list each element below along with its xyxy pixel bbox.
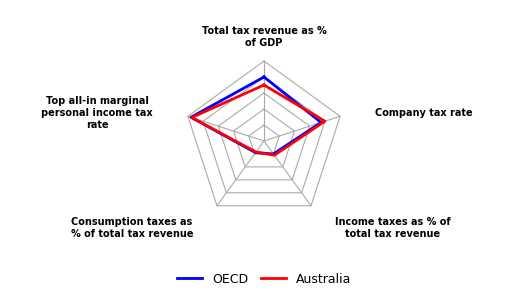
- Text: Top all-in marginal
personal income tax
rate: Top all-in marginal personal income tax …: [41, 97, 153, 130]
- Text: Consumption taxes as
% of total tax revenue: Consumption taxes as % of total tax reve…: [71, 217, 193, 239]
- Text: Total tax revenue as %
of GDP: Total tax revenue as % of GDP: [202, 26, 326, 48]
- Text: Income taxes as % of
total tax revenue: Income taxes as % of total tax revenue: [335, 217, 450, 239]
- Legend: OECD, Australia: OECD, Australia: [172, 268, 356, 291]
- Text: Company tax rate: Company tax rate: [375, 108, 473, 118]
